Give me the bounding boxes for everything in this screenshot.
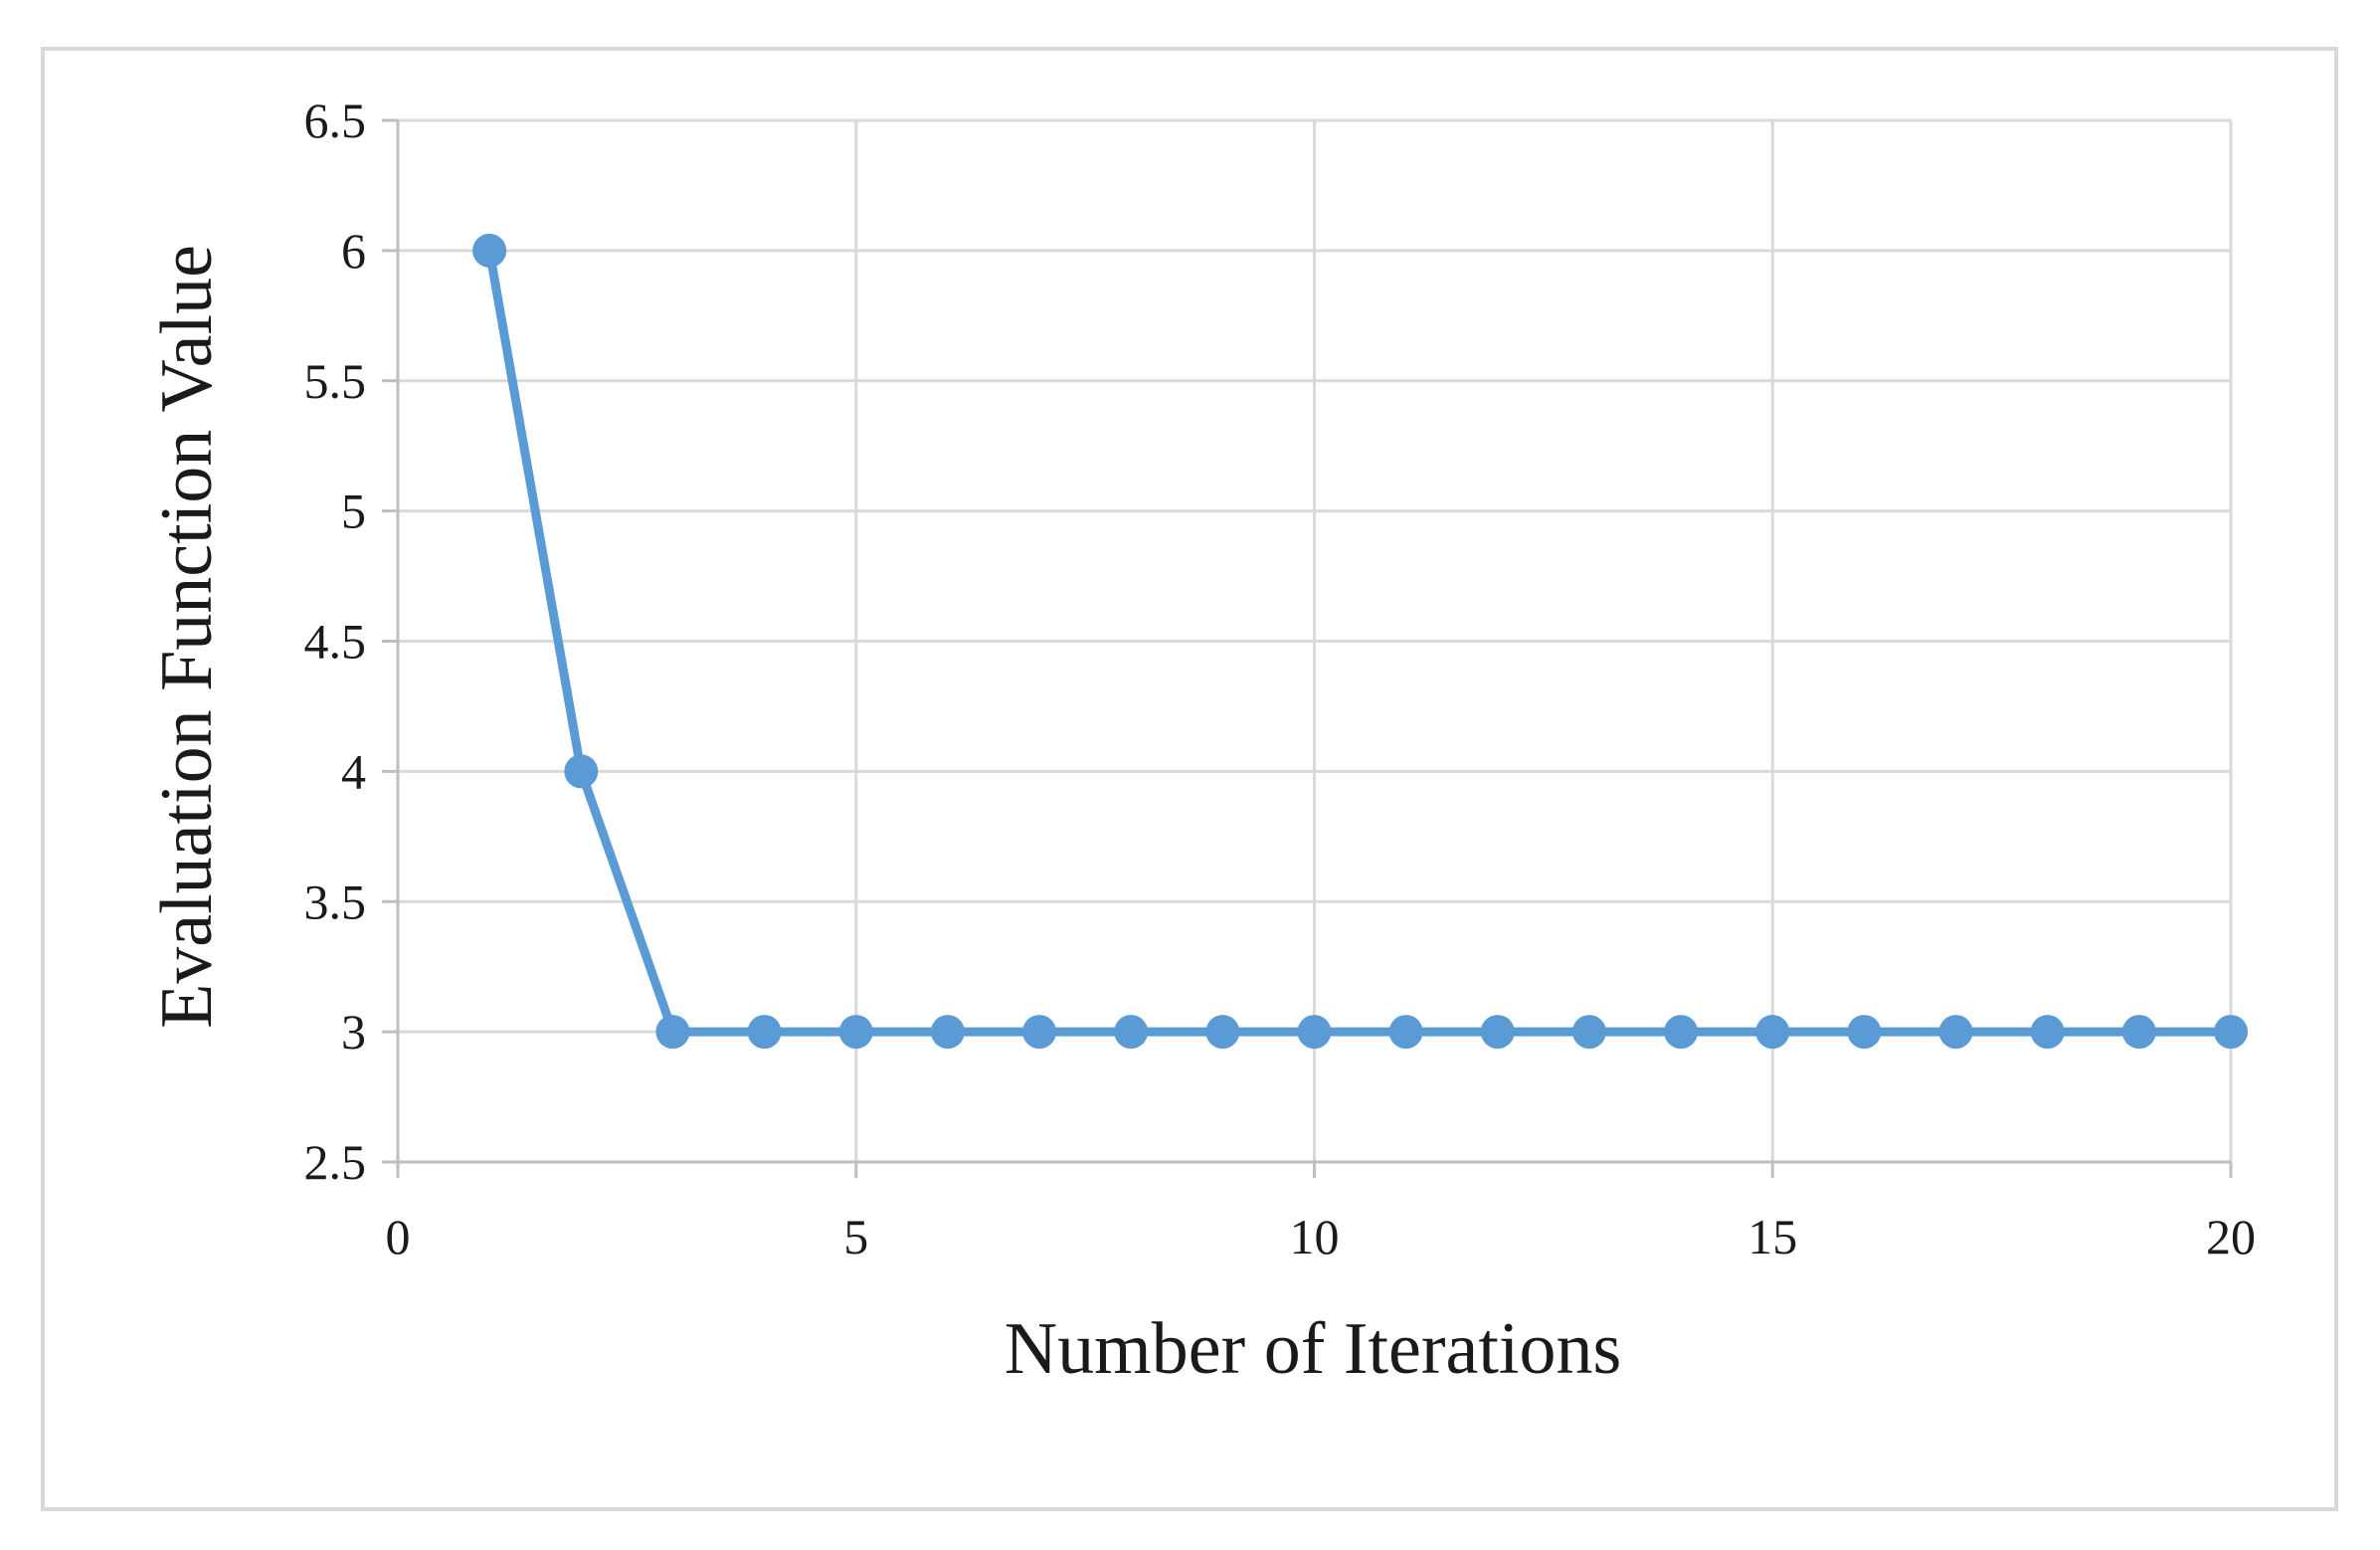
data-point: [1664, 1015, 1699, 1050]
y-tick-label: 3: [341, 1004, 366, 1060]
y-tick-label: 6: [341, 223, 366, 279]
data-point: [1388, 1015, 1423, 1050]
data-point: [1571, 1015, 1606, 1050]
data-point: [1022, 1015, 1057, 1050]
data-point: [930, 1015, 965, 1050]
data-point: [2030, 1015, 2065, 1050]
x-tick-label: 5: [843, 1209, 868, 1264]
y-tick-label: 4: [341, 743, 366, 799]
chart-frame: [41, 47, 2338, 1511]
y-tick-label: 5: [341, 484, 366, 539]
data-point: [2121, 1015, 2156, 1050]
x-tick-label: 15: [1747, 1209, 1797, 1264]
axis-layer: [382, 118, 2233, 1178]
data-point: [1297, 1015, 1332, 1050]
data-point: [838, 1015, 873, 1050]
grid-layer: [398, 118, 2233, 1162]
data-point: [655, 1015, 690, 1050]
y-tick-label: 4.5: [304, 614, 367, 670]
data-point: [747, 1015, 782, 1050]
x-tick-label: 0: [386, 1209, 411, 1264]
y-axis-title: Evaluation Function Value: [146, 245, 228, 1029]
x-tick-label: 10: [1290, 1209, 1340, 1264]
data-point: [1755, 1015, 1790, 1050]
y-tick-label: 5.5: [304, 353, 367, 409]
data-point: [1480, 1015, 1515, 1050]
data-point: [1938, 1015, 1973, 1050]
data-point: [1114, 1015, 1149, 1050]
x-tick-label: 20: [2206, 1209, 2256, 1264]
y-tick-label: 2.5: [304, 1134, 367, 1190]
series-layer: [472, 233, 2248, 1050]
data-point: [1847, 1015, 1882, 1050]
x-axis-title: Number of Iterations: [1005, 1308, 1622, 1390]
y-tick-label: 3.5: [304, 873, 367, 929]
data-point: [1205, 1015, 1240, 1050]
data-point: [472, 233, 507, 268]
y-tick-label: 6.5: [304, 93, 367, 148]
label-layer: 2.5 3 3.5 4 4.5 5 5.5 6 6.5 0 5 10 15 20: [304, 93, 2257, 1264]
data-point: [564, 754, 599, 789]
data-point: [2214, 1015, 2248, 1050]
